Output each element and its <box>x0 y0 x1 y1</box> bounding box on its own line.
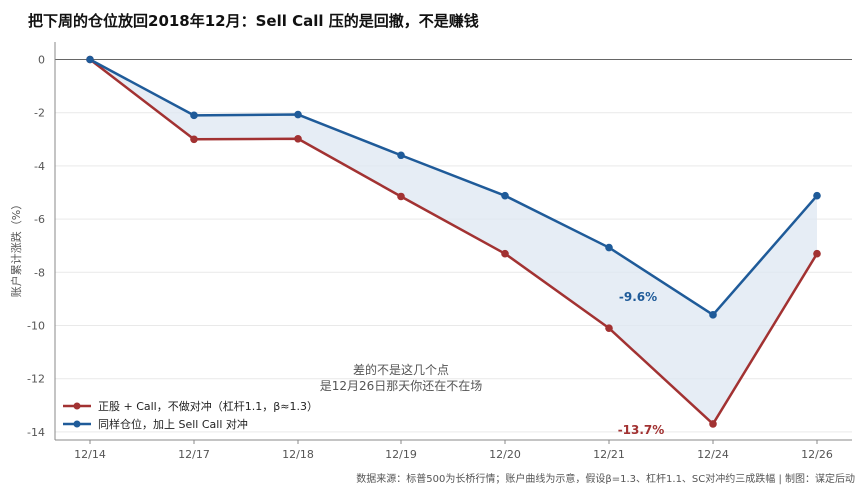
legend-marker-unhedged <box>73 402 81 410</box>
x-tick-label: 12/24 <box>697 448 729 461</box>
y-tick-label: -2 <box>34 107 45 120</box>
data-point-hedged <box>605 243 613 252</box>
data-point-unhedged <box>709 420 717 428</box>
series-line-unhedged <box>89 58 819 426</box>
gap-band <box>90 59 817 424</box>
data-point-unhedged <box>190 135 198 144</box>
legend: 正股 + Call，不做对冲（杠杆1.1，β≈1.3） 同样仓位，加上 Sell… <box>63 399 318 431</box>
axes <box>54 42 852 444</box>
x-tick-label: 12/26 <box>801 448 833 461</box>
series-points <box>86 55 821 428</box>
x-tick-labels: 12/14 12/17 12/18 12/19 12/20 12/21 12/24 12/26 <box>74 448 833 461</box>
legend-label-unhedged: 正股 + Call，不做对冲（杠杆1.1，β≈1.3） <box>98 399 318 413</box>
y-tick-label: -6 <box>34 213 45 226</box>
legend-label-hedged: 同样仓位，加上 Sell Call 对冲 <box>98 417 248 431</box>
data-point-hedged <box>397 151 405 160</box>
data-point-unhedged <box>813 249 821 258</box>
y-tick-label: -12 <box>27 373 45 386</box>
data-point-hedged <box>501 191 509 200</box>
data-point-hedged <box>294 110 302 119</box>
x-tick-label: 12/19 <box>385 448 417 461</box>
data-point-hedged <box>86 55 94 64</box>
x-tick-label: 12/18 <box>282 448 314 461</box>
annotation-unhedged-value: -13.7% <box>618 423 665 437</box>
source-footer: 数据来源：标普500为长桥行情；账户曲线为示意，假设β=1.3、杠杆1.1、SC… <box>356 474 855 485</box>
annotation-callout-line1: 差的不是这几个点 <box>353 362 449 377</box>
y-tick-label: 0 <box>38 54 45 67</box>
y-tick-label: -4 <box>34 160 45 173</box>
data-point-unhedged <box>605 324 613 332</box>
data-point-hedged <box>709 311 717 319</box>
data-point-hedged <box>813 191 821 200</box>
series-lines <box>89 58 819 426</box>
annotation-hedged-value: -9.6% <box>619 290 657 304</box>
data-point-hedged <box>190 111 198 120</box>
x-tick-label: 12/17 <box>178 448 210 461</box>
y-axis-label: 账户累计涨跌（%） <box>9 199 23 297</box>
y-tick-labels: 0 -2 -4 -6 -8 -10 -12 -14 <box>27 54 45 439</box>
x-tick-label: 12/21 <box>593 448 625 461</box>
legend-marker-hedged <box>73 420 81 428</box>
annotation-callout-line2: 是12月26日那天你还在不在场 <box>320 379 483 393</box>
data-point-unhedged <box>501 249 509 258</box>
data-point-unhedged <box>294 134 302 143</box>
y-tick-label: -10 <box>27 320 45 333</box>
chart-title: 把下周的仓位放回2018年12月：Sell Call 压的是回撤，不是赚钱 <box>28 12 479 30</box>
series-line-hedged <box>89 58 818 317</box>
y-tick-label: -8 <box>34 266 45 279</box>
x-tick-label: 12/20 <box>489 448 521 461</box>
data-point-unhedged <box>397 192 405 201</box>
y-tick-label: -14 <box>27 426 45 439</box>
x-tick-label: 12/14 <box>74 448 106 461</box>
